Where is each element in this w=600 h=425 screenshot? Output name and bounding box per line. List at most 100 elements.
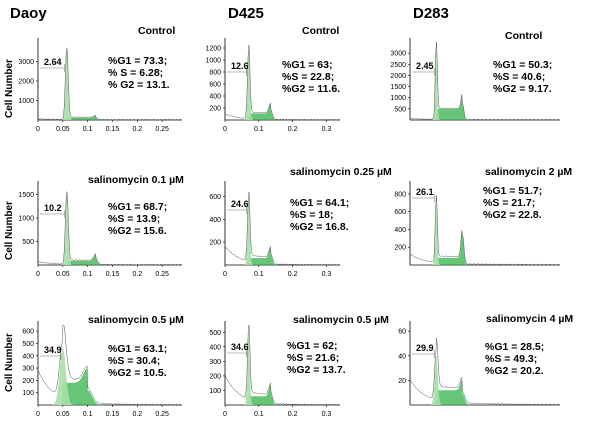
histogram-outline (37, 47, 183, 121)
stat-line: %G2 = 13.7. (287, 364, 346, 376)
y-tick-label: 100 (22, 390, 34, 397)
x-tick-label: 0.15 (106, 411, 120, 418)
sphase-g2-fill (38, 254, 182, 265)
y-tick-label: 300 (209, 359, 221, 366)
stat-line: %S = 21.6; (287, 352, 339, 364)
stat-line: %S = 22.8; (282, 71, 334, 83)
panel-title: Control (138, 25, 175, 37)
stat-line: %G1 = 64.1; (290, 197, 349, 209)
y-tick-label: 3000 (390, 51, 406, 58)
panel-3: 500 1000 1500 2000 2500 3000 2.45 Control %G1 = … (390, 30, 561, 121)
panel-title: salinomycin 0.5 µM (88, 314, 184, 326)
sphase-g2-fill (410, 231, 560, 265)
x-tick-label: 0.1 (83, 411, 93, 418)
column-title-daoy: Daoy (10, 5, 47, 22)
column-title-d425: D425 (228, 5, 264, 22)
stat-line: %G1 = 28.5; (485, 341, 544, 353)
x-tick-label: 0.05 (56, 126, 70, 133)
sphase-g2-fill (225, 384, 340, 405)
y-tick-label: 200 (394, 245, 406, 252)
y-tick-label: 300 (22, 366, 34, 373)
y-tick-label: 1000 (18, 98, 34, 105)
x-tick-label: 0.1 (83, 271, 93, 278)
stat-line: % S = 6.28; (108, 67, 163, 79)
y-axis-label-row2: Cell Number (4, 201, 15, 260)
y-tick-label: 800 (394, 191, 406, 198)
y-tick-label: 200 (209, 240, 221, 247)
x-tick-label: 0.2 (288, 411, 298, 418)
y-tick-label: 600 (394, 209, 406, 216)
y-tick-label: 1200 (205, 46, 221, 53)
y-tick-label: 40 (398, 353, 406, 360)
sphase-g2-fill (225, 103, 340, 120)
panel-7: 100 200 300 400 500 600 0 0.05 0.1 0.15 0.2 0.25 34.… (22, 314, 184, 418)
x-tick-label: 0.2 (288, 126, 298, 133)
x-tick-label: 0 (223, 411, 227, 418)
y-tick-label: 1000 (205, 58, 221, 65)
column-title-d283: D283 (413, 5, 449, 22)
y-tick-label: 1500 (390, 84, 406, 91)
g1-peak-fill (225, 49, 340, 120)
stat-line: %G2 = 10.5. (108, 367, 167, 379)
x-tick-label: 0.25 (155, 126, 169, 133)
x-tick-label: 0.1 (83, 126, 93, 133)
stat-line: % G2 = 13.1. (108, 79, 170, 91)
panel-2: 200 400 600 800 1000 1200 0 0.1 0.2 0.3 12.6 Contro… (205, 25, 340, 133)
panel-title: salinomycin 2 µM (485, 166, 572, 178)
x-tick-label: 0.25 (155, 411, 169, 418)
gate-value: 2.45 (416, 61, 434, 71)
panel-8: 100 200 300 400 500 0 0.1 0.2 0.3 34.6 salinomycin… (209, 314, 389, 418)
stat-line: %G2 = 22.8. (483, 209, 542, 221)
panel-title: salinomycin 4 µM (486, 313, 573, 325)
stat-line: %G1 = 62; (287, 340, 338, 352)
x-tick-label: 0 (36, 271, 40, 278)
y-tick-label: 800 (209, 70, 221, 77)
stat-line: %G1 = 63.1; (108, 343, 167, 355)
gate-value: 10.2 (44, 203, 62, 213)
x-tick-label: 0.1 (254, 411, 264, 418)
x-tick-label: 0.05 (56, 411, 70, 418)
panel-1: 1000 2000 3000 0 0.05 0.1 0.15 0.2 0.25 2.64 Contr… (18, 25, 183, 133)
x-tick-label: 0.15 (106, 271, 120, 278)
stat-line: %G1 = 73.3; (108, 55, 167, 67)
panel-title: salinomycin 0.1 µM (88, 174, 184, 186)
x-tick-label: 0 (223, 126, 227, 133)
panel-title: Control (302, 25, 339, 37)
y-tick-label: 2000 (18, 79, 34, 86)
g1-peak-fill (225, 332, 340, 405)
y-tick-label: 2000 (390, 73, 406, 80)
y-tick-label: 1000 (390, 95, 406, 102)
sphase-g2-fill (38, 368, 182, 405)
x-tick-label: 0.2 (132, 126, 142, 133)
y-tick-label: 500 (394, 106, 406, 113)
panel-title: salinomycin 0.5 µM (293, 314, 389, 326)
x-tick-label: 0.05 (56, 271, 70, 278)
y-tick-label: 200 (209, 373, 221, 380)
y-tick-label: 200 (22, 378, 34, 385)
gate-value: 26.1 (416, 187, 434, 197)
x-tick-label: 0.3 (322, 411, 332, 418)
sphase-g2-fill (38, 115, 182, 120)
y-tick-label: 400 (22, 353, 34, 360)
y-tick-label: 3000 (18, 59, 34, 66)
histogram-outline (224, 44, 341, 121)
stat-line: %G2 = 16.8. (290, 221, 349, 233)
panel-9: 20 40 60 29.9 salinomycin 4 µM %G1 = 28.5;%S … (398, 313, 573, 406)
panel-6: 200 400 600 800 26.1 salinomycin 2 µM %G1 = 51… (394, 166, 572, 266)
x-tick-label: 0.15 (106, 126, 120, 133)
panel-title: salinomycin 0.25 µM (290, 166, 392, 178)
g1-peak-fill (38, 47, 182, 120)
y-tick-label: 60 (398, 329, 406, 336)
y-tick-label: 500 (22, 341, 34, 348)
y-axis-label-row1: Cell Number (4, 59, 15, 118)
stat-line: %G1 = 51.7; (483, 185, 542, 197)
y-tick-label: 20 (398, 378, 406, 385)
panel-5: 200 400 600 0 0.1 0.2 0.3 24.6 salinomycin 0.25 … (209, 166, 392, 278)
stat-line: %G2 = 20.2. (485, 365, 544, 377)
histogram-outline (37, 191, 183, 266)
sphase-g2-fill (225, 247, 340, 265)
x-tick-label: 0.2 (132, 271, 142, 278)
histogram-outline (37, 324, 183, 406)
